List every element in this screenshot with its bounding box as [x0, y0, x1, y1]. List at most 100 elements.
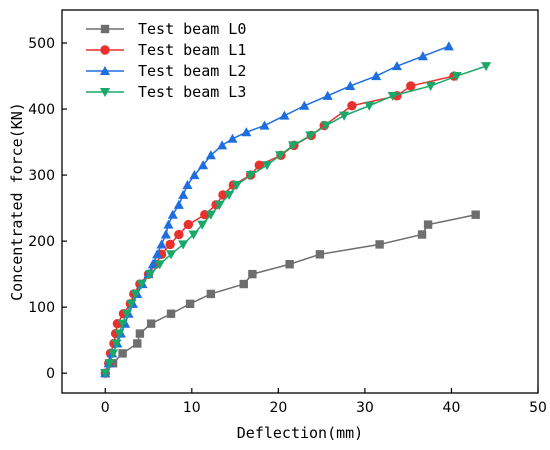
data-point: [182, 179, 193, 190]
x-axis-label: Deflection(mm): [237, 424, 363, 442]
y-tick-label: 100: [28, 300, 55, 316]
data-point: [279, 110, 290, 120]
data-point: [133, 339, 142, 348]
data-point: [214, 200, 225, 210]
data-point: [305, 131, 316, 141]
data-point: [288, 141, 299, 151]
data-point: [375, 240, 384, 249]
series-line: [104, 75, 455, 374]
data-point: [206, 289, 216, 299]
legend-marker: [99, 87, 111, 98]
y-tick-label: 300: [28, 168, 55, 184]
data-point: [111, 339, 122, 349]
y-axis-label: Concentrated force(KN): [8, 102, 26, 301]
data-point: [183, 219, 194, 230]
data-point: [152, 249, 163, 259]
data-point: [425, 81, 436, 91]
data-point: [347, 101, 357, 111]
y-tick-label: 500: [28, 36, 55, 52]
data-point: [166, 250, 177, 260]
legend-marker: [99, 65, 111, 76]
data-point: [160, 229, 171, 239]
y-tick-label: 400: [28, 102, 55, 118]
data-point: [345, 80, 356, 90]
data-point: [241, 127, 252, 137]
data-point: [285, 260, 294, 269]
data-point: [126, 299, 137, 309]
data-point: [165, 239, 175, 250]
data-point: [262, 161, 273, 171]
data-point: [147, 259, 158, 269]
data-point: [248, 269, 257, 279]
data-point: [185, 299, 195, 309]
x-tick-label: 0: [101, 400, 110, 416]
data-point: [178, 240, 189, 250]
legend-entry: Test beam L0: [86, 20, 246, 38]
x-tick-label: 20: [269, 400, 287, 416]
data-point: [114, 329, 125, 339]
series-4: [100, 62, 492, 379]
data-point: [406, 81, 416, 91]
data-point: [391, 61, 402, 71]
data-point: [299, 100, 310, 110]
x-tick-label: 10: [183, 400, 201, 416]
data-point: [417, 51, 428, 61]
legend-label: Test beam L3: [138, 83, 246, 101]
data-point: [339, 111, 350, 121]
data-point: [135, 329, 145, 338]
data-point: [197, 220, 208, 230]
data-point: [117, 319, 128, 329]
data-point: [167, 209, 178, 219]
data-point: [371, 70, 382, 81]
y-tick-label: 0: [46, 366, 55, 382]
data-point: [245, 171, 256, 181]
data-point: [387, 91, 398, 101]
plot-area-border: [61, 9, 539, 394]
data-point: [239, 279, 248, 289]
data-point: [100, 369, 111, 379]
data-point: [154, 260, 165, 270]
data-point: [173, 199, 184, 209]
data-point: [178, 189, 189, 199]
data-point: [322, 90, 333, 100]
x-tick-label: 50: [529, 400, 547, 416]
legend: Test beam L0 Test beam L1 Test beam L2 Test…: [86, 20, 246, 101]
data-point: [136, 280, 147, 290]
data-point: [108, 349, 119, 359]
data-point: [205, 150, 216, 160]
data-point: [104, 359, 115, 369]
data-point: [443, 41, 454, 51]
data-point: [146, 319, 156, 328]
data-point: [423, 220, 433, 229]
y-tick-label: 200: [28, 234, 55, 250]
data-point: [227, 133, 238, 143]
data-point: [223, 190, 235, 200]
data-point: [188, 230, 199, 240]
data-point: [471, 210, 480, 219]
data-point: [320, 121, 332, 131]
data-point: [121, 309, 132, 319]
data-point: [275, 151, 286, 161]
data-point: [451, 72, 462, 82]
legend-marker: [100, 45, 110, 55]
data-point: [315, 250, 325, 259]
data-point: [231, 180, 242, 191]
data-point: [364, 101, 375, 111]
legend-marker: [100, 24, 110, 34]
legend-label: Test beam L0: [138, 20, 246, 38]
data-point: [166, 309, 176, 318]
data-point: [217, 140, 228, 150]
data-point: [163, 219, 174, 229]
plot-frame: [61, 9, 539, 394]
x-tick-label: 40: [443, 400, 461, 416]
data-point: [189, 170, 200, 180]
series-layer: [100, 41, 492, 379]
data-point: [174, 229, 184, 240]
data-point: [417, 230, 427, 239]
data-point: [198, 160, 209, 170]
legend-entry: Test beam L2: [86, 62, 246, 80]
data-point: [156, 239, 167, 249]
